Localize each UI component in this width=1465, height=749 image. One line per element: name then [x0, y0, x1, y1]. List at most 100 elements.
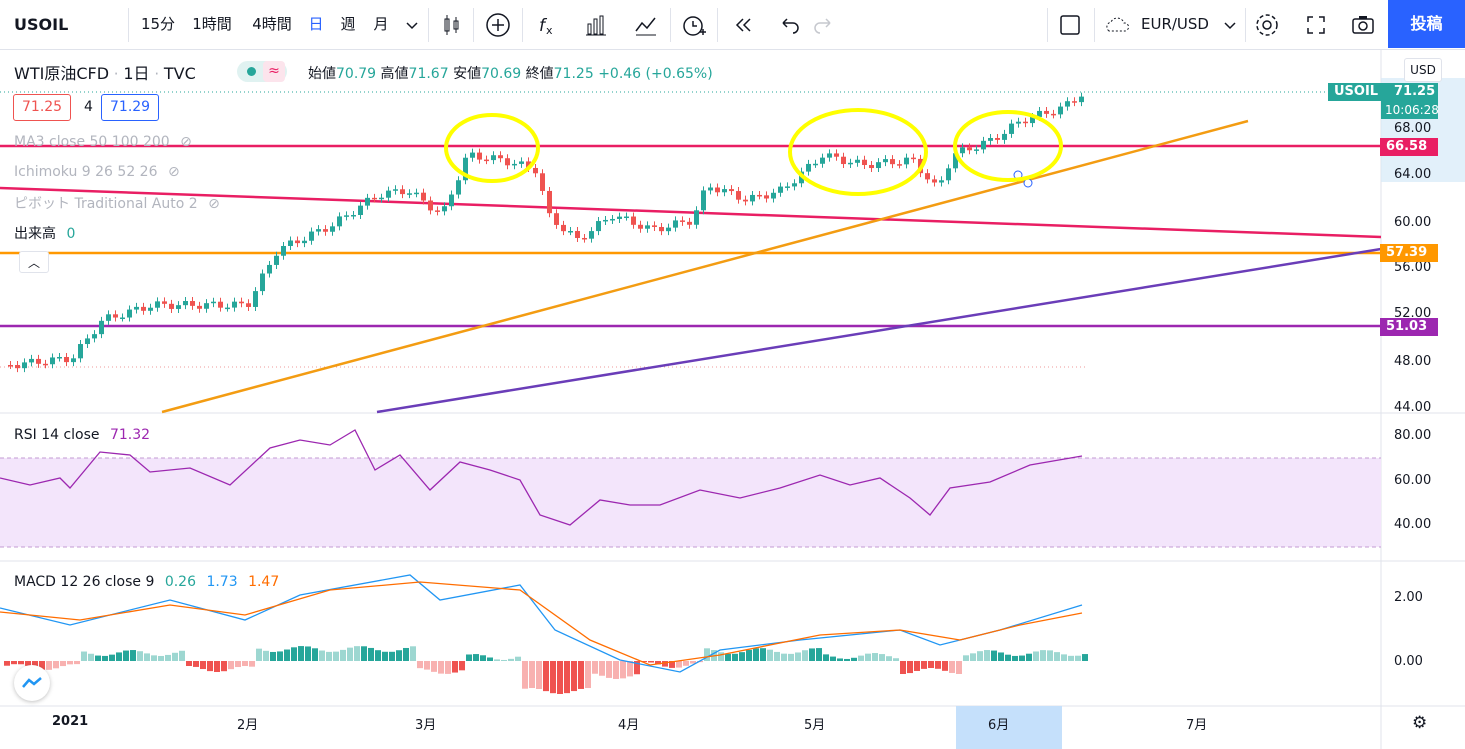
level-tag-support[interactable]: 57.39: [1380, 244, 1438, 262]
candle: [631, 212, 636, 229]
candle: [64, 352, 69, 367]
macd-bar: [823, 654, 829, 661]
interval-4h[interactable]: 4時間: [252, 15, 292, 33]
collapse-legend-button[interactable]: ︿: [19, 251, 49, 273]
indicator-ichimoku[interactable]: Ichimoku 9 26 52 26 ⊘: [14, 164, 180, 180]
compare-plus-icon[interactable]: [482, 9, 514, 41]
macd-bar: [858, 655, 864, 661]
instrument-title: WTI原油CFD: [14, 64, 110, 83]
macd-bar: [109, 654, 115, 661]
layout-square-icon[interactable]: [1054, 9, 1086, 41]
candle: [589, 227, 594, 243]
svg-text:x: x: [546, 24, 553, 37]
trend-line-pink[interactable]: [0, 186, 1382, 239]
candle: [120, 313, 125, 322]
camera-icon[interactable]: [1347, 9, 1379, 41]
rsi-tick: 80.00: [1394, 428, 1432, 443]
candle: [456, 176, 461, 199]
highlight-circle[interactable]: [788, 108, 928, 196]
bar-chart-icon[interactable]: [580, 9, 612, 41]
interval-week[interactable]: 週: [340, 15, 356, 33]
indicator-pivot[interactable]: ピボット Traditional Auto 2 ⊘: [14, 196, 220, 212]
bid-price[interactable]: 71.25: [13, 94, 72, 121]
macd-bar: [578, 661, 584, 689]
symbol-search[interactable]: USOIL: [14, 15, 69, 34]
candle: [743, 195, 748, 206]
candle: [407, 189, 412, 199]
candle: [596, 217, 601, 236]
cloud-icon[interactable]: [1101, 9, 1133, 41]
eye-hidden-icon[interactable]: ⊘: [167, 164, 180, 180]
undo-icon[interactable]: [773, 9, 805, 41]
candle: [792, 179, 797, 191]
candles-icon[interactable]: [435, 9, 467, 41]
level-tag-resistance[interactable]: 66.58: [1380, 138, 1438, 156]
macd-bar: [235, 661, 241, 668]
candle: [477, 148, 482, 164]
candle: [1051, 109, 1056, 119]
macd-bar: [1040, 650, 1046, 661]
macd-bar: [39, 661, 45, 670]
interval-label: 1日: [123, 64, 150, 83]
candle: [204, 299, 209, 313]
market-status-badge[interactable]: ≈: [237, 61, 287, 82]
candle: [141, 302, 146, 315]
gear-icon[interactable]: [1251, 9, 1283, 41]
macd-bar: [606, 661, 612, 678]
macd-bar: [389, 651, 395, 661]
candle: [351, 210, 356, 220]
candle: [463, 153, 468, 185]
interval-month[interactable]: 月: [373, 15, 389, 33]
macd-bar: [410, 646, 416, 661]
divider: [522, 8, 523, 42]
trend-line-orange[interactable]: [161, 119, 1249, 414]
macd-bar: [725, 653, 731, 661]
candle: [946, 164, 951, 185]
currency-select[interactable]: EUR/USD: [1141, 15, 1209, 33]
indicator-ma3[interactable]: MA3 close 50 100 200 ⊘: [14, 134, 192, 150]
line-chart-icon[interactable]: [630, 9, 662, 41]
macd-bar: [151, 655, 157, 661]
replay-rewind-icon[interactable]: [727, 9, 759, 41]
currency-unit[interactable]: USD: [1404, 58, 1442, 82]
macd-bar: [144, 653, 150, 661]
trend-line-purple[interactable]: [376, 247, 1382, 414]
chevron-down-icon[interactable]: [396, 9, 428, 41]
macd-legend[interactable]: MACD 12 26 close 9 0.26 1.73 1.47: [14, 574, 280, 590]
macd-bar: [102, 655, 108, 661]
price-tick: 60.00: [1394, 215, 1432, 230]
candle: [568, 227, 573, 236]
interval-1h[interactable]: 1時間: [192, 15, 232, 33]
redo-icon[interactable]: [808, 9, 840, 41]
post-button[interactable]: 投稿: [1388, 0, 1465, 48]
divider: [717, 8, 718, 42]
macd-bar: [46, 661, 52, 670]
interval-day[interactable]: 日: [308, 15, 324, 33]
macd-bar: [459, 661, 465, 671]
level-tag-support-2[interactable]: 51.03: [1380, 318, 1438, 336]
alarm-clock-icon[interactable]: [678, 9, 710, 41]
macd-bar: [571, 661, 577, 692]
chart-legend[interactable]: WTI原油CFD · 1日 · TVC: [14, 64, 196, 83]
fullscreen-icon[interactable]: [1300, 9, 1332, 41]
rsi-legend[interactable]: RSI 14 close 71.32: [14, 427, 151, 443]
highlight-circle[interactable]: [444, 113, 540, 183]
candle: [379, 193, 384, 203]
highlight-circle[interactable]: [953, 110, 1063, 182]
last-price-tag[interactable]: USOIL 71.25: [1328, 83, 1438, 101]
candle: [1016, 117, 1021, 128]
ask-price[interactable]: 71.29: [101, 94, 160, 121]
chevron-up-icon: ︿: [27, 256, 40, 270]
indicator-volume[interactable]: 出来高 0: [14, 226, 76, 242]
macd-bar: [326, 651, 332, 661]
chevron-down-icon[interactable]: [1214, 9, 1246, 41]
eye-hidden-icon[interactable]: ⊘: [208, 196, 220, 212]
interval-15m[interactable]: 15分: [140, 15, 176, 33]
eye-hidden-icon[interactable]: ⊘: [180, 134, 192, 150]
tradingview-logo[interactable]: [14, 665, 50, 701]
gear-icon[interactable]: ⚙: [1412, 713, 1428, 733]
divider: [473, 8, 474, 42]
